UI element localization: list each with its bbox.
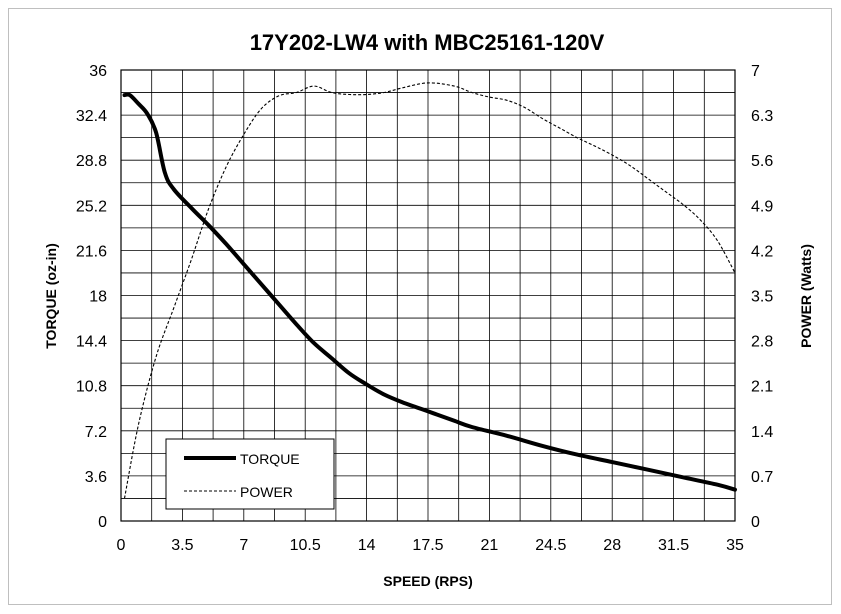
- y-tick-label: 32.4: [76, 108, 107, 125]
- y2-tick-label: 3.5: [751, 289, 773, 306]
- y-axis-label: TORQUE (oz-in): [43, 243, 59, 349]
- y2-tick-label: 4.2: [751, 243, 773, 260]
- y-tick-label: 3.6: [85, 469, 107, 486]
- y2-tick-label: 0: [751, 514, 760, 531]
- x-tick-label: 7: [239, 537, 248, 554]
- y2-tick-label: 1.4: [751, 424, 773, 441]
- y-axis-ticks: 0 3.6 7.2 10.8 14.4 18 21.6 25.2 28.8 32.4 36: [76, 63, 107, 531]
- x-tick-label: 0: [117, 537, 126, 554]
- x-axis-ticks: 0 3.5 7 10.5 14 17.5 21 24.5 28 31.5 35: [117, 537, 744, 554]
- y-tick-label: 25.2: [76, 198, 107, 215]
- x-tick-label: 35: [726, 537, 744, 554]
- y-tick-label: 21.6: [76, 243, 107, 260]
- x-axis-label: SPEED (RPS): [383, 573, 472, 589]
- chart-title: 17Y202-LW4 with MBC25161-120V: [250, 30, 605, 55]
- x-tick-label: 24.5: [535, 537, 566, 554]
- y2-tick-label: 2.1: [751, 379, 773, 396]
- legend-label-torque: TORQUE: [240, 451, 300, 467]
- legend-box: [165, 438, 335, 510]
- legend-label-power: POWER: [240, 484, 293, 500]
- y2-tick-label: 5.6: [751, 153, 773, 170]
- y-tick-label: 28.8: [76, 153, 107, 170]
- y2-tick-label: 4.9: [751, 198, 773, 215]
- chart-frame: [8, 8, 832, 605]
- y-tick-label: 0: [98, 514, 107, 531]
- y2-tick-label: 6.3: [751, 108, 773, 125]
- series-line-power: [123, 82, 736, 499]
- plot-area: [120, 69, 736, 522]
- x-tick-label: 21: [481, 537, 499, 554]
- x-tick-label: 14: [358, 537, 376, 554]
- series-line-torque: [122, 92, 737, 492]
- x-tick-label: 31.5: [658, 537, 689, 554]
- y-tick-label: 7.2: [85, 424, 107, 441]
- x-tick-label: 10.5: [290, 537, 321, 554]
- y-tick-label: 14.4: [76, 334, 107, 351]
- x-tick-label: 17.5: [412, 537, 443, 554]
- y2-tick-label: 2.8: [751, 334, 773, 351]
- legend: TORQUE POWER: [165, 438, 335, 510]
- y2-tick-label: 0.7: [751, 469, 773, 486]
- y2-axis-label: POWER (Watts): [798, 244, 814, 348]
- y-tick-label: 10.8: [76, 379, 107, 396]
- y2-axis-ticks: 0 0.7 1.4 2.1 2.8 3.5 4.2 4.9 5.6 6.3 7: [751, 63, 773, 531]
- y2-tick-label: 7: [751, 63, 760, 80]
- x-tick-label: 3.5: [171, 537, 193, 554]
- x-tick-label: 28: [603, 537, 621, 554]
- y-tick-label: 18: [89, 289, 107, 306]
- y-tick-label: 36: [89, 63, 107, 80]
